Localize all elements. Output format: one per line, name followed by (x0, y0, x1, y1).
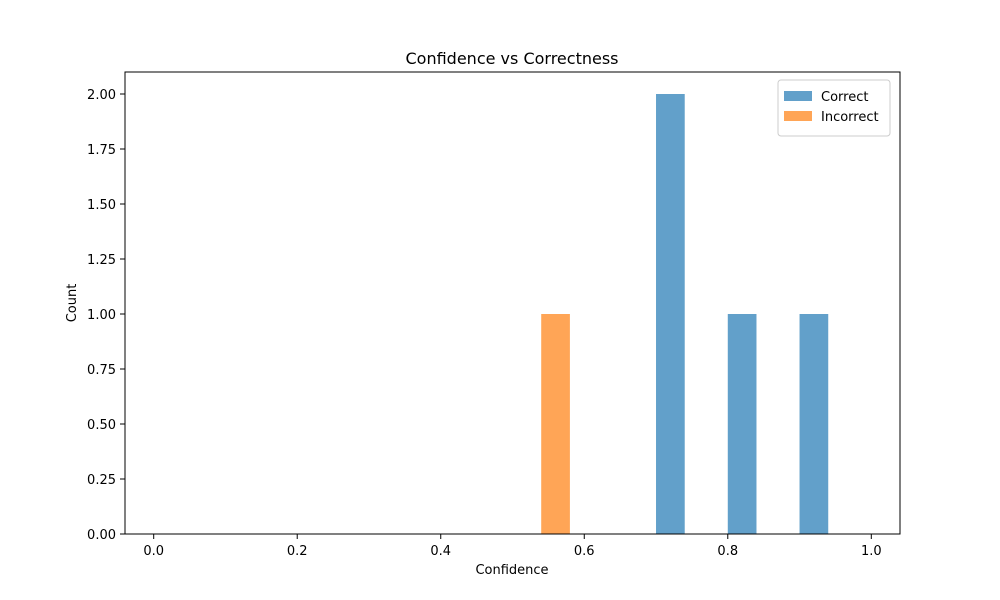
legend-swatch-correct (784, 91, 812, 101)
x-axis: 0.0 0.2 0.4 0.6 0.8 1.0 (143, 534, 882, 559)
y-tick-label: 1.50 (87, 198, 116, 213)
x-tick-label: 0.4 (430, 544, 451, 559)
y-tick-label: 0.00 (87, 528, 116, 543)
bar-incorrect-0 (541, 314, 570, 534)
legend: Correct Incorrect (777, 79, 891, 137)
bars (541, 94, 829, 534)
legend-swatch-incorrect (784, 111, 812, 121)
bar-correct-1 (727, 314, 757, 534)
x-axis-label: Confidence (475, 563, 548, 578)
bar-correct-2 (799, 314, 829, 534)
x-tick-label: 0.2 (287, 544, 308, 559)
x-tick-label: 0.8 (717, 544, 738, 559)
x-tick-label: 0.6 (574, 544, 595, 559)
legend-label-incorrect: Incorrect (821, 110, 879, 125)
y-tick-label: 0.25 (87, 473, 116, 488)
x-tick-label: 1.0 (861, 544, 882, 559)
y-tick-label: 0.75 (87, 363, 116, 378)
y-tick-label: 1.25 (87, 253, 116, 268)
y-tick-label: 0.50 (87, 418, 116, 433)
y-tick-label: 2.00 (87, 88, 116, 103)
y-tick-label: 1.00 (87, 308, 116, 323)
bar-correct-0 (656, 94, 685, 534)
plot-frame (124, 71, 901, 535)
y-tick-label: 1.75 (87, 143, 116, 158)
y-axis: 0.00 0.25 0.50 0.75 1.00 1.25 1.50 1.75 2.00 (87, 88, 125, 543)
legend-label-correct: Correct (821, 90, 868, 105)
legend-box (777, 79, 891, 137)
x-tick-label: 0.0 (143, 544, 164, 559)
y-axis-label: Count (65, 284, 80, 323)
chart-title: Confidence vs Correctness (406, 49, 619, 68)
